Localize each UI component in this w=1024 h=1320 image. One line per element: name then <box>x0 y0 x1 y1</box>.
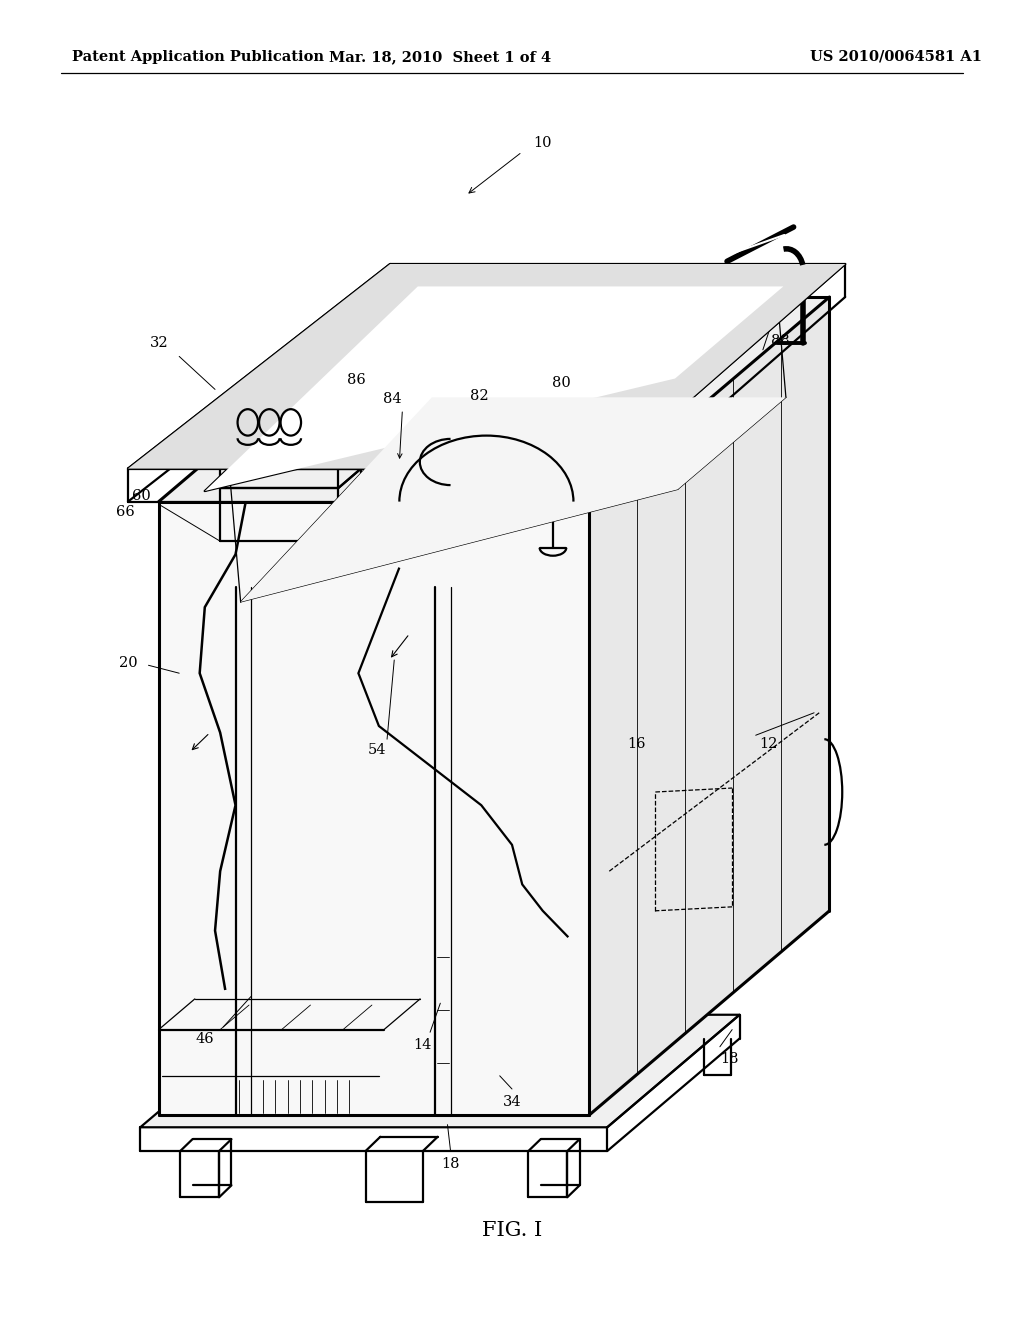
Polygon shape <box>159 502 589 1115</box>
Text: 14: 14 <box>414 1039 432 1052</box>
Text: 46: 46 <box>196 1032 214 1045</box>
Text: 34: 34 <box>503 1096 521 1109</box>
Text: 66: 66 <box>116 506 134 519</box>
Polygon shape <box>241 397 786 602</box>
Text: 84: 84 <box>383 392 401 405</box>
Text: 18: 18 <box>441 1158 460 1171</box>
Polygon shape <box>205 286 783 491</box>
Text: Patent Application Publication: Patent Application Publication <box>72 50 324 63</box>
Text: 80: 80 <box>552 376 570 389</box>
Polygon shape <box>159 297 829 502</box>
Text: 16: 16 <box>628 738 646 751</box>
Text: 32: 32 <box>150 337 168 350</box>
Text: 86: 86 <box>347 374 366 387</box>
Polygon shape <box>140 1015 739 1127</box>
Text: 20: 20 <box>119 656 137 669</box>
Polygon shape <box>128 264 845 469</box>
Text: 10: 10 <box>534 136 552 149</box>
Text: 54: 54 <box>368 743 386 756</box>
Text: 82: 82 <box>470 389 488 403</box>
Text: US 2010/0064581 A1: US 2010/0064581 A1 <box>810 50 982 63</box>
Text: 60: 60 <box>132 490 151 503</box>
Polygon shape <box>589 297 829 1115</box>
Text: 18: 18 <box>720 1052 738 1065</box>
Text: 12: 12 <box>759 738 777 751</box>
Text: Mar. 18, 2010  Sheet 1 of 4: Mar. 18, 2010 Sheet 1 of 4 <box>330 50 551 63</box>
Text: FIG. I: FIG. I <box>482 1221 542 1239</box>
Text: 88: 88 <box>771 334 790 347</box>
